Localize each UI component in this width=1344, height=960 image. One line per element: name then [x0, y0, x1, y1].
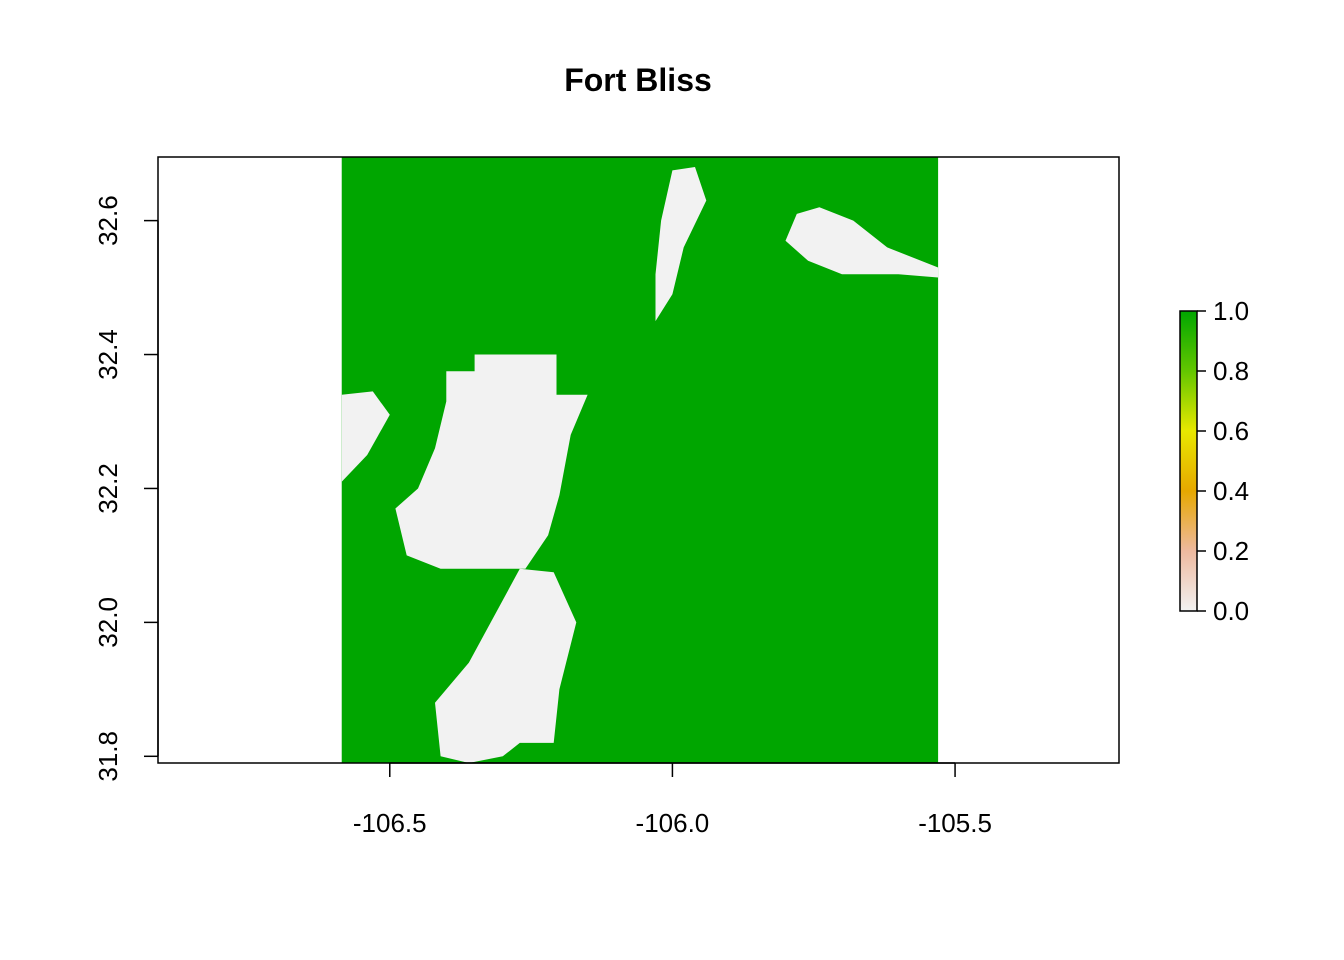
raster-region-northwest-block [395, 354, 588, 569]
colorbar-tick-label: 0.4 [1213, 476, 1249, 506]
colorbar-tick-label: 0.6 [1213, 416, 1249, 446]
colorbar-gradient [1179, 310, 1198, 612]
colorbar-tick-label: 0.2 [1213, 536, 1249, 566]
raster-layer [341, 157, 939, 763]
y-tick-label: 31.8 [93, 731, 123, 782]
y-tick-label: 32.2 [93, 463, 123, 514]
raster-region-northeast-patch [785, 207, 939, 278]
y-axis: 31.8 32.0 32.2 32.4 32.6 [93, 195, 159, 782]
x-tick-label: -105.5 [918, 808, 992, 838]
colorbar-tick-label: 1.0 [1213, 296, 1249, 326]
colorbar-tick-label: 0.8 [1213, 356, 1249, 386]
y-tick-label: 32.6 [93, 195, 123, 246]
x-tick-label: -106.0 [636, 808, 710, 838]
y-tick-label: 32.4 [93, 329, 123, 380]
x-axis: -106.5 -106.0 -105.5 [353, 762, 992, 838]
chart-title: Fort Bliss [564, 62, 712, 98]
raster-region-southern-strip [435, 568, 577, 763]
raster-region-northern-corridor [655, 167, 707, 322]
raster-region-western-edge [341, 391, 390, 482]
legend-colorbar: 0.0 0.2 0.4 0.6 0.8 1.0 [1179, 296, 1249, 626]
colorbar-tick-label: 0.0 [1213, 596, 1249, 626]
x-tick-label: -106.5 [353, 808, 427, 838]
y-tick-label: 32.0 [93, 597, 123, 648]
